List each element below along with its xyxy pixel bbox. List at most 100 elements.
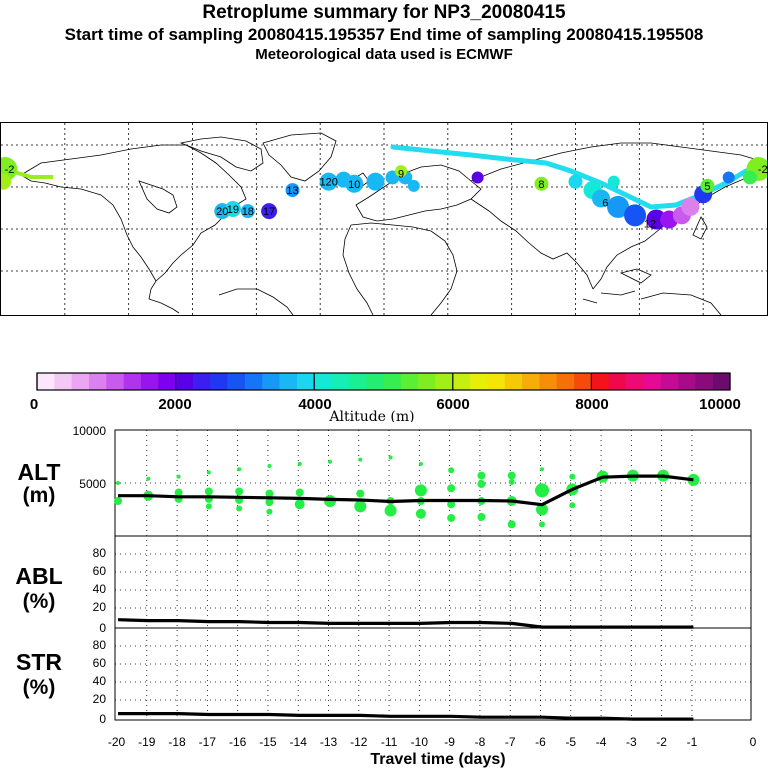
plume-circle (607, 175, 620, 188)
colorbar-swatch (88, 373, 107, 390)
alt-marker (328, 459, 332, 464)
map-day-label: 9 (398, 168, 404, 180)
plume-circle (534, 176, 549, 191)
retroplume-map: 20 19 18 17 13 120 10 9 8 6 5 12 -2 -2 (0, 122, 768, 316)
colorbar-swatch (210, 373, 228, 390)
str-y-tick-60: 60 (93, 656, 107, 670)
plume-circle (722, 171, 735, 184)
alt-marker (265, 498, 274, 507)
colorbar-swatch (192, 373, 211, 390)
alt-marker (235, 487, 244, 496)
horizontal-gridlines (115, 482, 751, 701)
alt-panel-unit: (m) (23, 484, 56, 507)
alt-y-tick-5000: 5000 (79, 477, 106, 491)
plume-circle (319, 172, 338, 191)
colorbar-swatch (695, 373, 713, 390)
colorbar-swatch (227, 373, 246, 390)
plume-circle (700, 178, 715, 193)
alt-marker (569, 473, 576, 480)
colorbar-tick-6000: 6000 (436, 396, 469, 413)
colorbar-tick-2000: 2000 (158, 396, 191, 413)
x-tick-labels: -20 -19 -18 -17 -16 -15 -14 -13 -12 -11 -10 -9 -8 -7-… (108, 735, 757, 749)
colorbar-swatch (660, 373, 679, 390)
alt-panel-name: ALT (17, 459, 60, 485)
alt-marker (116, 481, 120, 485)
colorbar-swatch (591, 373, 610, 390)
abl-y-tick-80: 80 (93, 546, 107, 560)
alt-marker (267, 464, 272, 469)
alt-marker (415, 508, 426, 519)
abl-panel-frame (114, 535, 752, 629)
colorbar-swatch (712, 373, 731, 390)
alt-marker (477, 471, 486, 480)
map-day-label: 6 (602, 198, 608, 210)
alt-marker (146, 476, 151, 481)
colorbar-swatches (37, 373, 731, 390)
colorbar-swatch (262, 373, 280, 390)
x-tick-label: -6 (535, 735, 546, 749)
colorbar-swatch (140, 373, 159, 390)
str-y-tick-80: 80 (93, 638, 107, 652)
coastlines (20, 132, 766, 316)
alt-marker (447, 484, 456, 493)
str-panel-unit: (%) (23, 676, 56, 699)
colorbar-swatch (556, 373, 575, 390)
map-day-label: 120 (319, 177, 337, 189)
colorbar-swatch (314, 373, 332, 390)
colorbar-swatch (418, 373, 436, 390)
alt-marker (477, 512, 486, 521)
plume-circle (624, 204, 647, 227)
x-tick-label: -1 (687, 735, 698, 749)
alt-marker (354, 500, 367, 513)
x-tick-label: -10 (411, 735, 429, 749)
colorbar-swatch (175, 373, 194, 390)
alt-marker (535, 483, 549, 498)
timeseries-panels: ALT (m) ABL (%) STR (%) 10000 5000 80 60… (0, 420, 768, 773)
x-tick-label: -9 (444, 735, 455, 749)
plume-circle (568, 174, 583, 189)
x-tick-label: -13 (320, 735, 338, 749)
plume-circle (240, 204, 255, 219)
colorbar-swatch (539, 373, 558, 390)
alt-marker (295, 488, 304, 497)
alt-marker (176, 474, 181, 479)
x-tick-label: -7 (505, 735, 516, 749)
alt-marker (384, 504, 397, 517)
colorbar-swatch (400, 373, 419, 390)
colorbar-swatch (383, 373, 402, 390)
x-tick-label: -11 (381, 735, 398, 749)
colorbar-tick-0: 0 (30, 396, 38, 413)
alt-line (118, 474, 694, 507)
x-tick-label: -5 (565, 735, 576, 749)
map-day-label: -2 (758, 164, 767, 176)
str-y-tick-40: 40 (93, 674, 107, 688)
alt-marker (358, 457, 363, 462)
alt-marker (265, 489, 274, 498)
colorbar-swatch (37, 373, 55, 390)
alt-marker (205, 503, 212, 510)
colorbar-major-ticks (36, 373, 731, 390)
alt-marker (508, 478, 515, 485)
colorbar-swatch (487, 373, 506, 390)
plume-circle (285, 183, 300, 198)
x-tick-label: -17 (199, 735, 217, 749)
colorbar-swatch (452, 373, 471, 390)
alt-marker (507, 471, 516, 480)
alt-y-tick-10000: 10000 (73, 424, 107, 438)
alt-marker (448, 467, 455, 474)
abl-line (117, 618, 694, 629)
str-panel-name: STR (16, 649, 62, 675)
colorbar-swatch (158, 373, 176, 390)
str-y-tick-20: 20 (93, 692, 107, 706)
alt-marker (536, 503, 548, 516)
alt-marker (206, 470, 211, 475)
x-tick-label: -19 (138, 735, 156, 749)
alt-marker (414, 484, 427, 497)
map-day-label: -2 (5, 164, 15, 176)
alt-marker (539, 521, 545, 528)
str-y-tick-0: 0 (99, 712, 106, 726)
x-tick-label: -16 (229, 735, 247, 749)
colorbar-swatch (626, 373, 644, 390)
plume-circle (592, 189, 611, 208)
